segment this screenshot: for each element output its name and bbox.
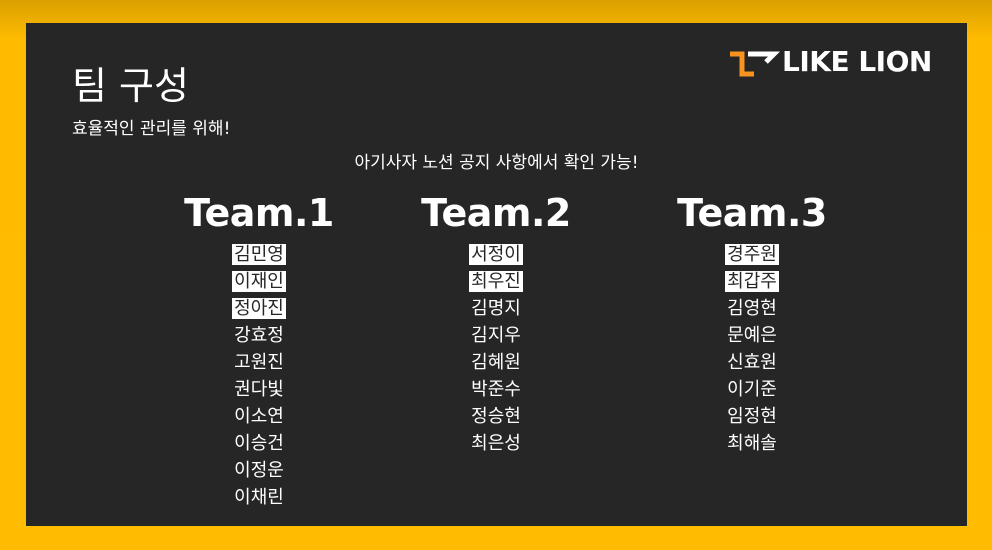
member-name-text: 이기준 xyxy=(727,379,777,400)
member-name-text: 최갑주 xyxy=(725,271,779,292)
team-member-name: 이정운 xyxy=(149,457,369,484)
member-name-text: 이승건 xyxy=(234,433,284,454)
notion-notice: 아기사자 노션 공지 사항에서 확인 가능! xyxy=(354,153,639,173)
team-member-name: 신효원 xyxy=(642,349,862,376)
member-name-text: 김영현 xyxy=(727,298,777,319)
team-leader-name: 경주원 xyxy=(642,241,862,268)
member-name-text: 최은성 xyxy=(471,433,521,454)
member-name-text: 정아진 xyxy=(232,298,286,319)
presentation-slide: LIKE LION 팀 구성 효율적인 관리를 위해! 아기사자 노션 공지 사… xyxy=(26,23,967,526)
team-member-name: 최해솔 xyxy=(642,430,862,457)
team-leader-name: 최우진 xyxy=(386,268,606,295)
member-name-text: 문예은 xyxy=(727,325,777,346)
team-member-name: 권다빛 xyxy=(149,376,369,403)
team-leader-name: 서정이 xyxy=(386,241,606,268)
team-member-name: 김혜원 xyxy=(386,349,606,376)
team-member-name: 김지우 xyxy=(386,322,606,349)
member-name-text: 신효원 xyxy=(727,352,777,373)
member-name-text: 김혜원 xyxy=(471,352,521,373)
member-name-text: 이소연 xyxy=(234,406,284,427)
member-name-text: 고원진 xyxy=(234,352,284,373)
member-name-text: 경주원 xyxy=(725,244,779,265)
team-member-name: 김명지 xyxy=(386,295,606,322)
member-name-text: 이재인 xyxy=(232,271,286,292)
team-leader-name: 최갑주 xyxy=(642,268,862,295)
likelion-logo-mark-icon xyxy=(728,45,781,79)
team-member-name: 정승현 xyxy=(386,403,606,430)
team-member-name: 이소연 xyxy=(149,403,369,430)
member-name-text: 임정현 xyxy=(727,406,777,427)
member-name-text: 김명지 xyxy=(471,298,521,319)
member-name-text: 권다빛 xyxy=(234,379,284,400)
member-name-text: 김지우 xyxy=(471,325,521,346)
team-title: Team.3 xyxy=(677,191,827,235)
member-name-text: 박준수 xyxy=(471,379,521,400)
slide-subtitle: 효율적인 관리를 위해! xyxy=(72,119,231,139)
team-member-name: 이기준 xyxy=(642,376,862,403)
team-member-name: 이채린 xyxy=(149,484,369,511)
team-member-name: 김영현 xyxy=(642,295,862,322)
team-leader-name: 이재인 xyxy=(149,268,369,295)
member-name-text: 최해솔 xyxy=(727,433,777,454)
team-title: Team.1 xyxy=(184,191,334,235)
member-name-text: 김민영 xyxy=(232,244,286,265)
team-member-name: 최은성 xyxy=(386,430,606,457)
team-member-name: 임정현 xyxy=(642,403,862,430)
team-member-name: 박준수 xyxy=(386,376,606,403)
member-name-text: 강효정 xyxy=(234,325,284,346)
team-leader-name: 김민영 xyxy=(149,241,369,268)
member-name-text: 이정운 xyxy=(234,460,284,481)
team-leader-name: 정아진 xyxy=(149,295,369,322)
member-name-text: 이채린 xyxy=(234,487,284,508)
team-title: Team.2 xyxy=(421,191,571,235)
team-member-name: 문예은 xyxy=(642,322,862,349)
team-member-name: 강효정 xyxy=(149,322,369,349)
slide-title: 팀 구성 xyxy=(72,64,189,108)
team-member-name: 이승건 xyxy=(149,430,369,457)
member-name-text: 최우진 xyxy=(469,271,523,292)
logo-text: LIKE LION xyxy=(782,45,932,78)
member-name-text: 정승현 xyxy=(471,406,521,427)
member-name-text: 서정이 xyxy=(469,244,523,265)
likelion-logo: LIKE LION xyxy=(728,45,932,79)
team-member-name: 고원진 xyxy=(149,349,369,376)
